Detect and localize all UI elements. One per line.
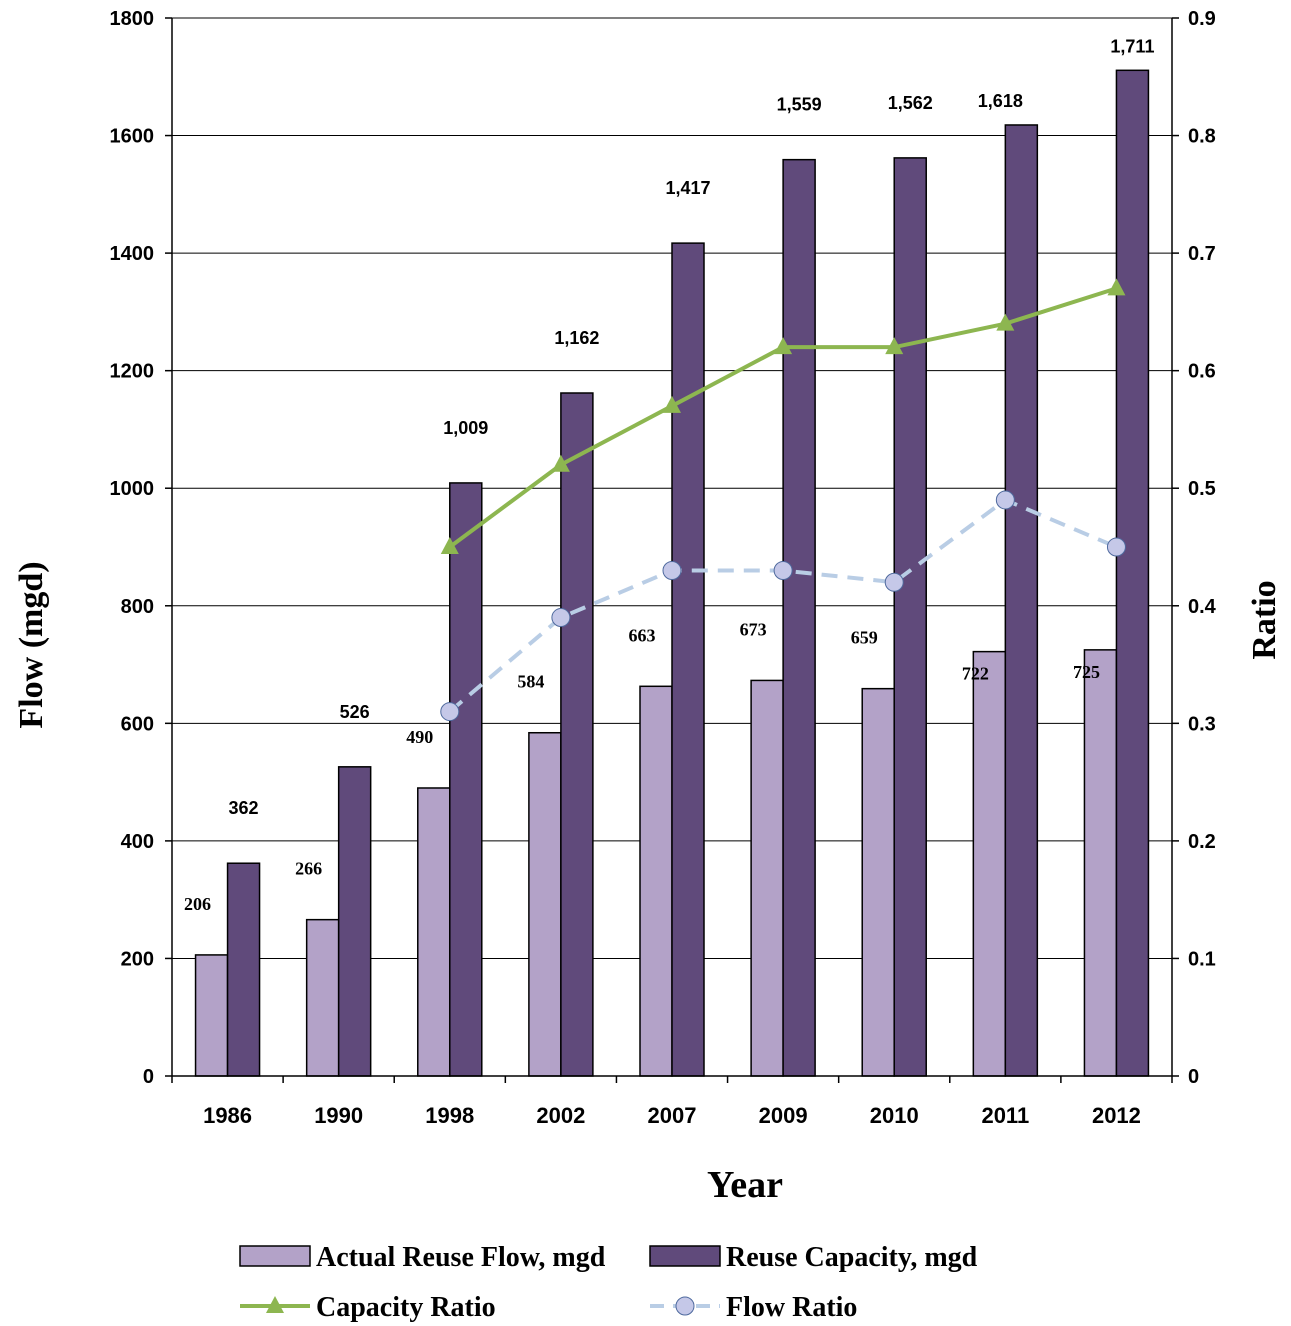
capacity-value-label: 362: [229, 798, 259, 818]
y2-tick-label: 0.6: [1188, 361, 1216, 383]
x-tick-label: 1990: [314, 1103, 363, 1128]
capacity-ratio-point: [440, 537, 459, 554]
actual-flow-value-label: 722: [962, 664, 989, 684]
x-tick-label: 2007: [648, 1103, 697, 1128]
flow-ratio-point: [551, 608, 571, 628]
flow-ratio-point: [884, 572, 904, 592]
capacity-value-label: 1,562: [888, 93, 933, 113]
flow-ratio-point: [995, 490, 1015, 510]
y2-tick-label: 0.4: [1188, 596, 1217, 618]
actual-flow-value-label: 490: [406, 727, 433, 747]
legend-marker-capacity-ratio: [266, 1296, 284, 1313]
capacity-value-label: 1,162: [554, 328, 599, 348]
axes: [165, 17, 1179, 1083]
y2-tick-label: 0.7: [1188, 243, 1216, 265]
capacity-value-label: 1,417: [665, 178, 710, 198]
bars: [194, 69, 1150, 1077]
legend-swatch-capacity: [649, 1245, 721, 1267]
legend-label: Flow Ratio: [726, 1292, 857, 1323]
x-tick-label: 2012: [1092, 1103, 1141, 1128]
actual-flow-value-label: 206: [184, 894, 211, 914]
capacity-ratio-point: [996, 313, 1015, 331]
y-tick-label: 1800: [110, 8, 155, 30]
actual-flow-bar: [972, 650, 1007, 1077]
actual-flow-bar: [194, 954, 229, 1077]
flow-ratio-point: [662, 561, 682, 581]
capacity-bar: [226, 862, 261, 1077]
capacity-bar: [560, 392, 594, 1077]
capacity-bar: [782, 158, 816, 1077]
capacity-value-label: 1,559: [777, 95, 822, 115]
capacity-bar: [893, 157, 927, 1077]
y-tick-label: 1200: [110, 361, 155, 383]
actual-flow-value-label: 725: [1073, 662, 1100, 682]
legend: Actual Reuse Flow, mgd Reuse Capacity, mg…: [239, 1242, 978, 1323]
actual-flow-bar: [639, 685, 673, 1077]
actual-flow-bar: [417, 787, 451, 1077]
flow-ratio-point: [773, 561, 793, 581]
y2-tick-label: 0.2: [1188, 831, 1216, 853]
legend-label: Capacity Ratio: [316, 1292, 496, 1323]
x-tick-label: 2002: [536, 1103, 585, 1128]
y-tick-label: 200: [121, 948, 154, 970]
x-tick-label: 1998: [425, 1103, 474, 1128]
actual-flow-value-label: 659: [851, 628, 878, 648]
actual-flow-value-label: 584: [517, 672, 544, 692]
capacity-bar: [1115, 69, 1150, 1077]
flow-ratio-point: [1106, 537, 1126, 557]
actual-flow-value-label: 673: [740, 619, 767, 639]
y2-tick-label: 0.5: [1188, 478, 1216, 500]
flow-ratio-point: [440, 702, 460, 722]
actual-flow-bar: [861, 687, 895, 1077]
y2-tick-label: 0.3: [1188, 713, 1216, 735]
x-tick-label: 1986: [203, 1103, 252, 1128]
actual-flow-bar: [1083, 649, 1118, 1077]
y2-axis-title: Ratio: [1246, 580, 1283, 659]
capacity-ratio-point: [1107, 278, 1126, 296]
capacity-ratio-point: [551, 454, 570, 472]
x-tick-label: 2009: [759, 1103, 808, 1128]
tick-labels: 0 200 400 600 800 1000 1200 1400 1600 1800 0 0.1 0.2…: [110, 8, 1217, 1128]
legend-marker-flow-ratio: [675, 1296, 695, 1316]
x-axis-title: Year: [707, 1164, 783, 1206]
y-tick-label: 1400: [110, 243, 155, 265]
legend-label: Actual Reuse Flow, mgd: [316, 1242, 606, 1273]
y-tick-label: 800: [121, 596, 154, 618]
actual-flow-bar: [750, 679, 784, 1077]
actual-flow-value-label: 663: [629, 625, 656, 645]
capacity-bar: [449, 482, 483, 1077]
capacity-value-label: 1,711: [1110, 36, 1154, 56]
capacity-ratio-point: [663, 395, 681, 413]
y2-tick-label: 0: [1188, 1066, 1199, 1088]
y2-tick-label: 0.8: [1188, 126, 1216, 148]
legend-label: Reuse Capacity, mgd: [726, 1242, 978, 1273]
x-tick-label: 2011: [981, 1103, 1029, 1128]
ratio-lines: [440, 278, 1126, 722]
capacity-bar: [671, 242, 705, 1077]
y-tick-label: 1600: [110, 126, 155, 148]
capacity-ratio-point: [774, 337, 793, 355]
y-tick-label: 400: [121, 831, 154, 853]
capacity-ratio-point: [885, 337, 904, 355]
capacity-value-label: 526: [340, 702, 370, 722]
y-axis-title: Flow (mgd): [13, 561, 50, 728]
y-tick-label: 0: [143, 1066, 154, 1088]
actual-flow-value-label: 266: [295, 859, 322, 879]
legend-swatch-actual-flow: [239, 1245, 311, 1267]
actual-flow-bar: [305, 918, 340, 1077]
y2-tick-label: 0.9: [1188, 8, 1216, 30]
y-tick-label: 1000: [110, 478, 155, 500]
y2-tick-label: 0.1: [1188, 948, 1216, 970]
capacity-value-label: 1,618: [978, 91, 1023, 111]
data-labels: 206 266 490 584 663 673 659 722 725 362 526 1,009 1,…: [184, 36, 1154, 914]
capacity-bar: [1004, 124, 1039, 1077]
capacity-value-label: 1,009: [443, 418, 488, 438]
y-tick-label: 600: [121, 713, 154, 735]
capacity-bar: [337, 766, 372, 1077]
x-tick-label: 2010: [870, 1103, 919, 1128]
actual-flow-bar: [528, 731, 562, 1077]
